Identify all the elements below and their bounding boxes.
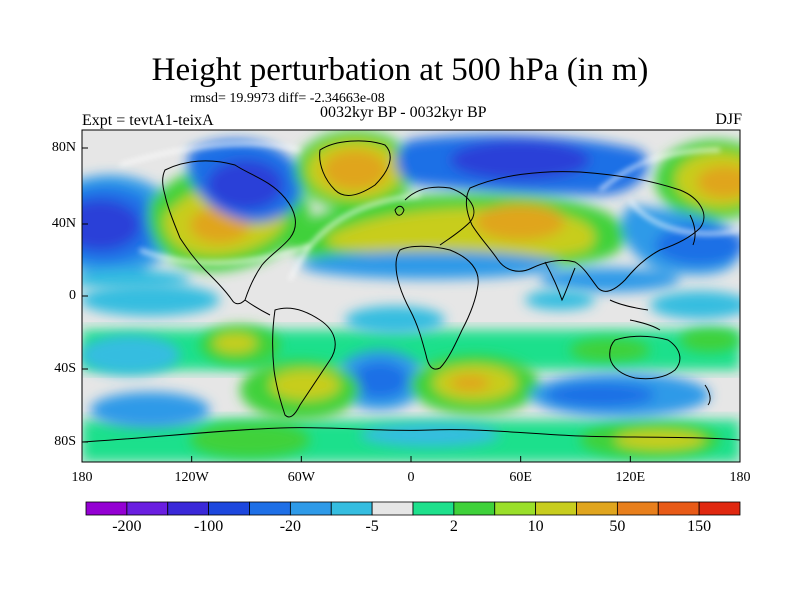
x-tick-label: 60W	[287, 470, 315, 485]
colorbar-label: 50	[609, 518, 626, 535]
colorbar-label: -100	[193, 518, 224, 535]
y-tick-label: 40S	[54, 361, 76, 376]
colorbar-label: -5	[365, 518, 379, 535]
colorbar-swatch	[616, 501, 659, 516]
stats-label: rmsd= 19.9973 diff= -2.34663e-08	[190, 91, 385, 106]
contour-field	[82, 130, 740, 462]
axis-ticks	[81, 147, 741, 462]
colorbar-swatch	[371, 501, 414, 516]
colorbar-swatch	[453, 501, 496, 516]
colorbar-swatch	[289, 501, 332, 516]
colorbar-label: 10	[527, 518, 544, 535]
x-tick-label: 180	[729, 470, 751, 485]
x-tick-label: 60E	[509, 470, 532, 485]
colorbar-swatch	[85, 501, 128, 516]
colorbar	[85, 501, 741, 516]
colorbar-label: -20	[279, 518, 302, 535]
y-tick-label: 80S	[54, 434, 76, 449]
y-tick-label: 40N	[51, 216, 76, 231]
experiment-label: Expt = tevtA1-teixA	[82, 112, 214, 129]
colorbar-swatch	[535, 501, 577, 516]
x-tick-label: 120E	[615, 470, 646, 485]
colorbar-swatch	[208, 501, 250, 516]
colorbar-swatch	[576, 501, 618, 516]
x-tick-label: 0	[407, 470, 415, 485]
colorbar-label: 2	[449, 518, 458, 535]
colorbar-swatch	[494, 501, 537, 516]
colorbar-label: -200	[112, 518, 142, 535]
y-tick-label: 0	[69, 288, 76, 303]
season-label: DJF	[715, 111, 742, 128]
colorbar-swatch	[167, 501, 210, 516]
chart-title: Height perturbation at 500 hPa (in m)	[151, 52, 649, 88]
x-tick-label: 180	[71, 470, 93, 485]
colorbar-swatch	[330, 501, 373, 516]
colorbar-swatch	[698, 501, 741, 516]
x-tick-label: 120W	[174, 470, 209, 485]
period-label: 0032kyr BP - 0032kyr BP	[320, 104, 487, 121]
coastlines	[82, 140, 740, 443]
colorbar-swatch	[657, 501, 700, 516]
colorbar-label: 150	[687, 518, 712, 535]
y-tick-label: 80N	[51, 140, 76, 155]
colorbar-swatch	[126, 501, 169, 516]
colorbar-swatch	[412, 501, 455, 516]
colorbar-swatch	[249, 501, 291, 516]
